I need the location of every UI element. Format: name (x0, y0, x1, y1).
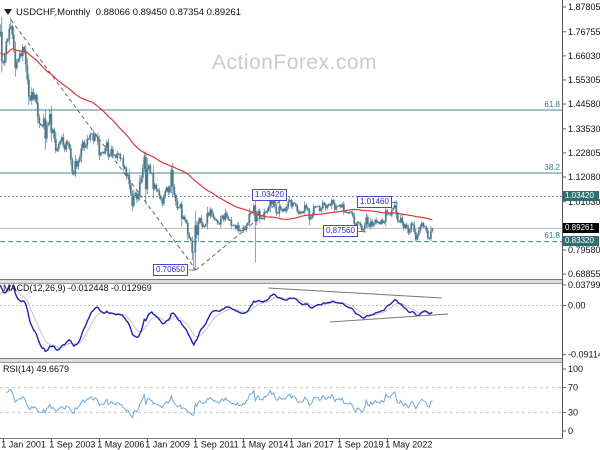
macd-axis-label: 0.00 (568, 301, 586, 311)
y-axis-label: 1.22805 (568, 148, 600, 158)
y-axis-label: 0.79580 (568, 245, 600, 255)
ohlc-values: 0.88066 0.89450 0.87354 0.89261 (95, 7, 241, 18)
macd-axis-label: -0.091147 (568, 350, 600, 360)
y-axis-label: 1.87805 (568, 2, 600, 12)
price-label-1[interactable]: 1.01460 (357, 196, 392, 208)
x-axis-label: 1 May 2014 (241, 440, 288, 450)
y-axis-label: 1.66030 (568, 51, 600, 61)
price-label-0[interactable]: 1.03420 (252, 189, 287, 201)
rsi-axis-label: 30 (568, 407, 578, 417)
x-axis-label: 1 Sep 2019 (337, 440, 383, 450)
x-axis-label: 1 May 2006 (97, 440, 144, 450)
trendline[interactable] (10, 19, 197, 271)
panel-splitter-macd-rsi[interactable] (0, 358, 562, 363)
rsi-panel-layer (0, 387, 562, 419)
macd-panel-layer (0, 284, 562, 353)
macd-trendline[interactable] (267, 287, 443, 299)
x-axis-label: 1 Jan 2001 (1, 440, 46, 450)
y-axis-label: 1.33530 (568, 124, 600, 134)
rsi-indicator-label: RSI(14) 49.6679 (3, 364, 70, 374)
macd-signal-line[interactable] (0, 287, 433, 349)
rsi-axis-label: 0 (568, 426, 573, 436)
x-axis-label: 1 Sep 2011 (193, 440, 238, 450)
price-label-3[interactable]: 0.70650 (153, 264, 188, 276)
panel-splitter-main-macd[interactable] (0, 279, 562, 284)
price-label-2[interactable]: 0.87560 (323, 225, 358, 237)
macd-trendline[interactable] (329, 313, 449, 323)
y-axis-label: 0.68855 (568, 269, 600, 279)
fib-label-618-lower: 61.8 (544, 231, 560, 240)
symbol-period-label: USDCHF,Monthly (16, 7, 91, 18)
rsi-axis-label: 100 (568, 364, 583, 374)
macd-indicator-label: MACD(12,26,9) -0.012448 -0.012969 (3, 283, 152, 293)
actionforex-watermark: ActionForex.com (212, 51, 378, 74)
candle-bodies (0, 26, 434, 253)
macd-axis-label: 0.037998 (568, 280, 600, 290)
fib-label-618-upper: 61.8 (544, 100, 560, 109)
chart-title: USDCHF,Monthly 0.88066 0.89450 0.87354 0… (4, 7, 241, 18)
y-axis-label: 1.44580 (568, 99, 600, 109)
macd-main-line[interactable] (0, 284, 433, 353)
trendline[interactable] (195, 195, 287, 271)
chevron-down-icon[interactable] (4, 9, 12, 16)
y-axis-label: 1.55305 (568, 75, 600, 85)
axis-level-box-lower: 0.83320 (563, 236, 599, 246)
y-axis-label: 1.01030 (568, 197, 600, 207)
y-axis-label: 1.12080 (568, 172, 600, 182)
moving-average-line[interactable] (0, 48, 433, 221)
rsi-line[interactable] (6, 388, 433, 419)
x-axis-label: 1 Jan 2017 (289, 440, 334, 450)
axis-current-price-box: 0.89261 (563, 223, 599, 233)
x-axis-label: 1 Sep 2003 (49, 440, 95, 450)
y-axis-label: 1.76755 (568, 27, 600, 37)
x-axis-label: 1 May 2022 (385, 440, 432, 450)
rsi-axis-label: 70 (568, 383, 578, 393)
x-axis-label: 1 Jan 2009 (145, 440, 190, 450)
fib-label-382: 38.2 (544, 163, 560, 172)
axis-level-box-upper: 1.03420 (563, 191, 599, 201)
